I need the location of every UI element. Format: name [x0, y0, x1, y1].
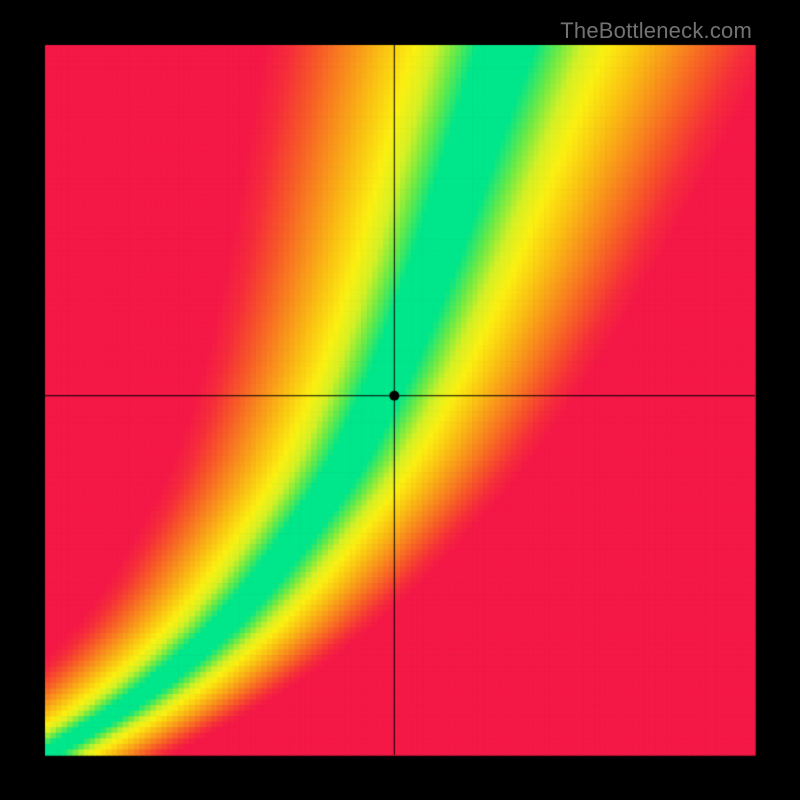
watermark-label: TheBottleneck.com: [560, 18, 752, 44]
chart-container: TheBottleneck.com: [0, 0, 800, 800]
heatmap-canvas: [0, 0, 800, 800]
